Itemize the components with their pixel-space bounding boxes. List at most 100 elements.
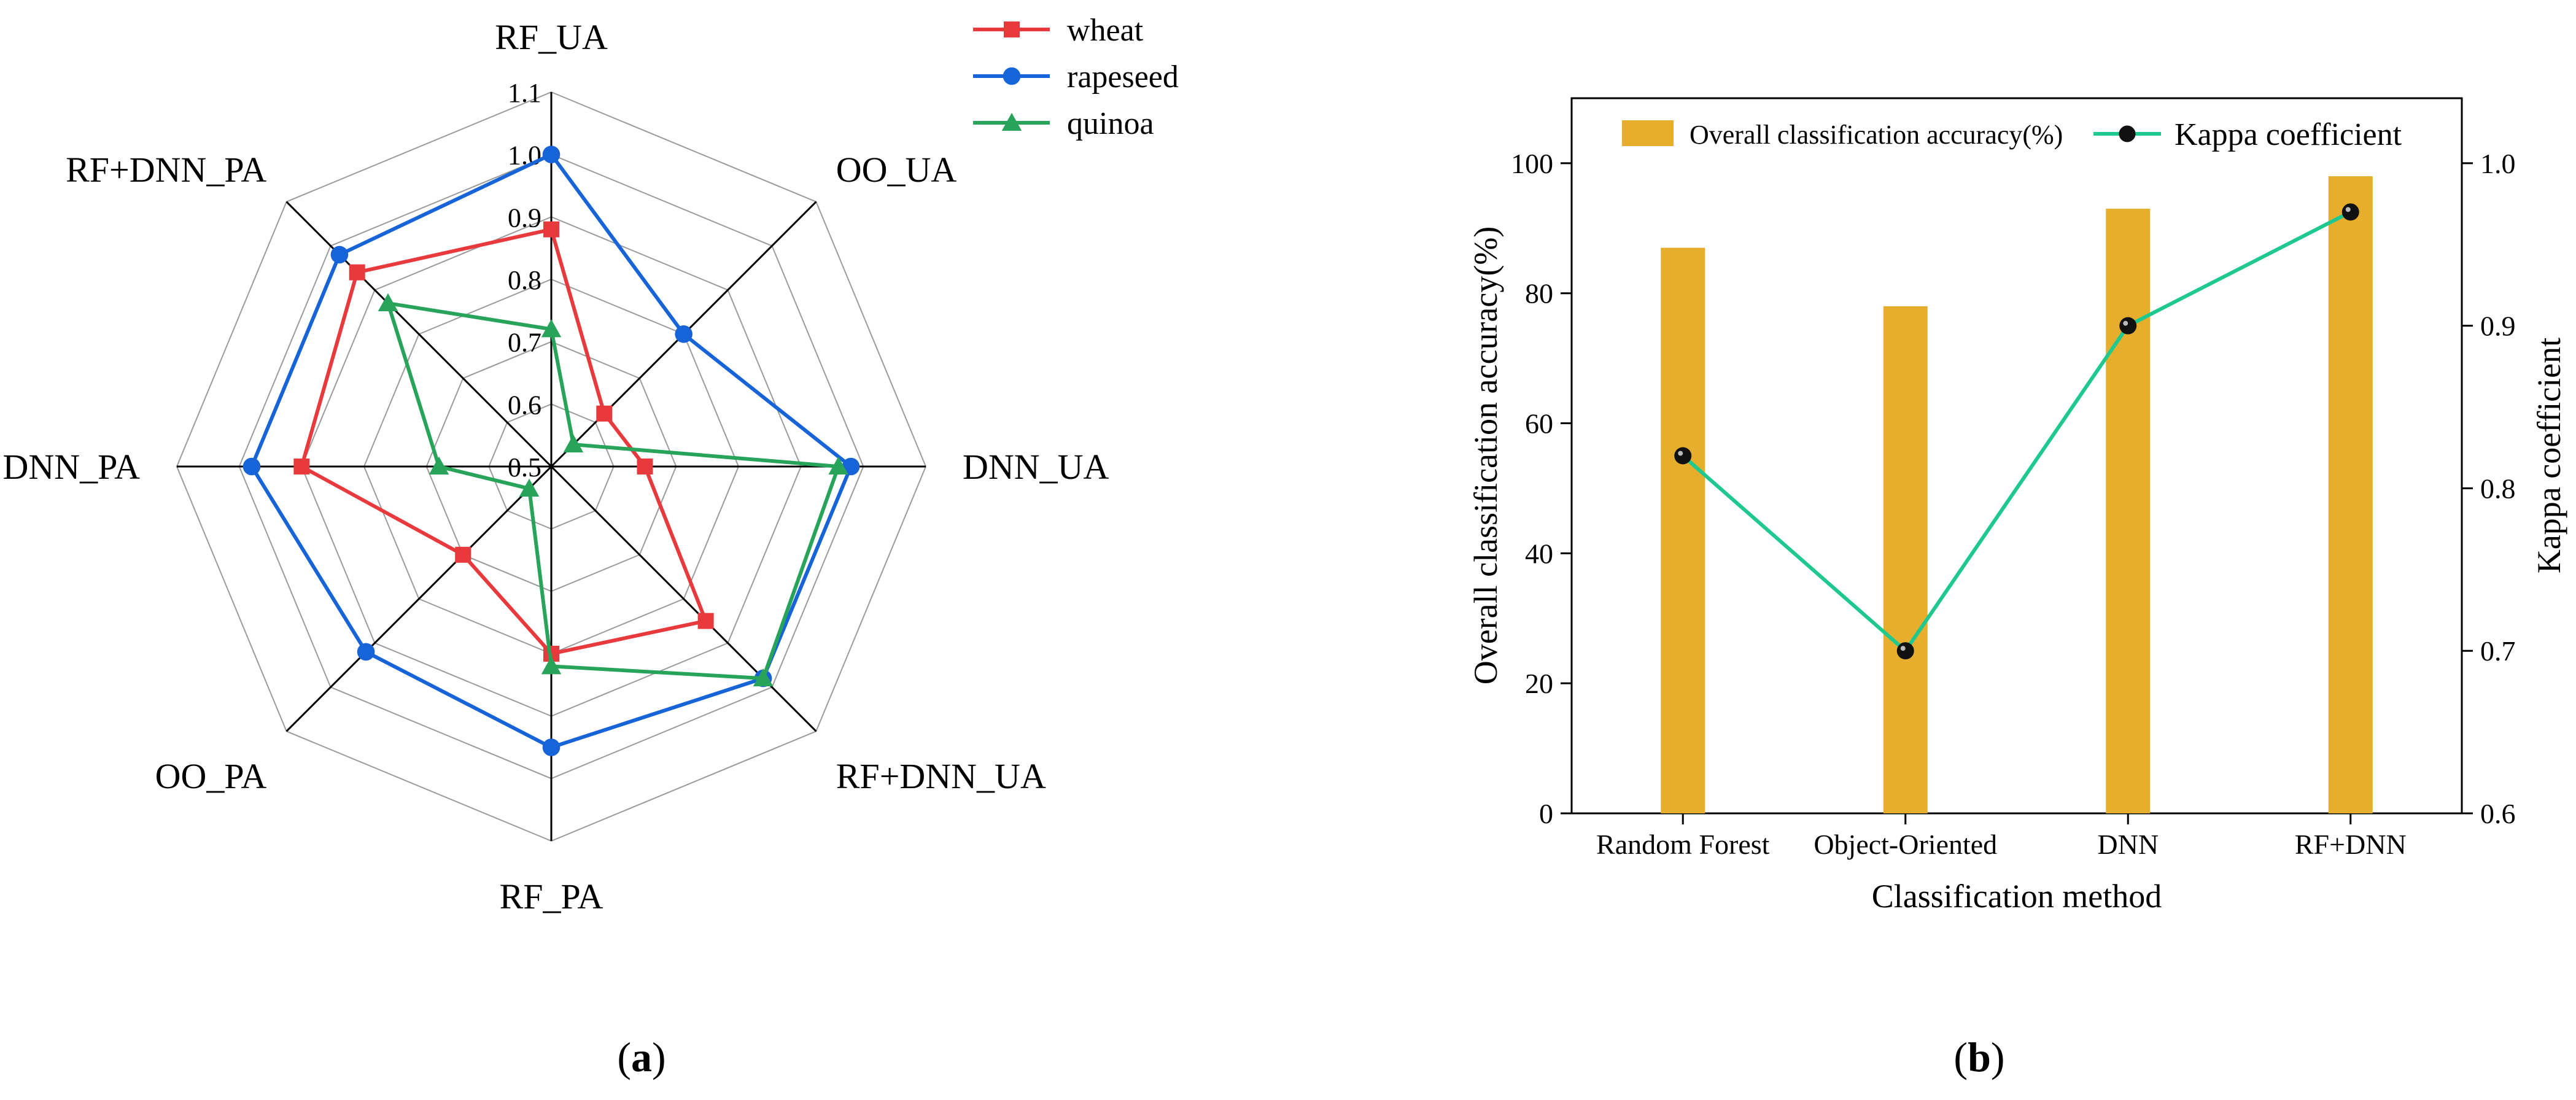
kappa-point-dnn — [2119, 317, 2137, 335]
radar-spoke-rf-dnn-ua — [550, 465, 817, 732]
radar-point-quinoa-rf-ua — [541, 319, 562, 338]
kappa-point-highlight — [2345, 207, 2351, 212]
radar-line-quinoa — [385, 301, 841, 681]
x-tick-label-rf-dnn: RF+DNN — [2295, 829, 2407, 860]
legend-marker-kappa — [2119, 125, 2136, 142]
radar-point-wheat-dnn-ua — [637, 459, 653, 474]
radar-point-wheat-rf-ua — [543, 221, 559, 238]
panel-b-letter: b — [1968, 1034, 1991, 1080]
radar-legend: wheat rapeseed quinoa — [973, 13, 1179, 141]
radar-tick-labels: 0.50.60.70.80.91.01.1 — [508, 78, 541, 482]
radar-series — [242, 145, 860, 756]
x-tick-label-dnn: DNN — [2097, 829, 2159, 860]
left-axis-title: Overall classification accuracy(%) — [1467, 227, 1504, 685]
radar-point-quinoa-dnn-pa — [429, 456, 449, 474]
panel-a-letter: a — [631, 1034, 652, 1080]
plot-frame — [1570, 97, 2463, 815]
radar-axis-label-oo-ua: OO_UA — [836, 150, 957, 190]
legend-marker-rapeseed — [1003, 67, 1021, 85]
radar-axis-label-dnn-pa: DNN_PA — [3, 447, 141, 487]
accuracy-bars — [1661, 176, 2373, 814]
right-tick-label: 1.0 — [2480, 148, 2516, 179]
panel-b-open: ( — [1953, 1034, 1968, 1080]
radar-point-rapeseed-oo-pa — [357, 643, 375, 661]
radar-spoke-rf-dnn-pa — [285, 201, 553, 468]
x-axis-title: Classification method — [1872, 878, 2162, 915]
right-axis-title: Kappa coefficient — [2531, 338, 2567, 573]
radar-point-quinoa-rf-dnn-ua — [753, 668, 774, 687]
radar-point-quinoa-rf-dnn-pa — [378, 293, 398, 312]
radar-point-quinoa-rf-pa — [541, 656, 562, 675]
kappa-point-object-oriented — [1896, 642, 1914, 660]
left-axis-ticks: 0 20 40 60 80 100 — [1511, 148, 1572, 829]
right-tick-label: 0.9 — [2480, 311, 2516, 342]
legend-label-quinoa: quinoa — [1067, 106, 1154, 141]
radar-axis-labels: RF_UA OO_UA DNN_UA RF+DNN_UA RF_PA OO_PA DNN_P… — [3, 17, 1109, 916]
bar-rf-dnn — [2328, 176, 2373, 813]
radar-line-wheat — [299, 227, 708, 656]
left-tick-label: 20 — [1525, 668, 1553, 699]
bar-line-chart: 0 20 40 60 80 100 0.6 0.7 0.8 0.9 1.0 Random Fore… — [1467, 97, 2567, 915]
legend-label-accuracy: Overall classification accuracy(%) — [1690, 120, 2063, 150]
radar-point-wheat-oo-ua — [596, 405, 613, 422]
radar-axis-label-oo-pa: OO_PA — [155, 756, 267, 796]
left-tick-label: 60 — [1525, 408, 1553, 440]
legend-swatch-accuracy — [1622, 120, 1674, 146]
radar-tick-label: 0.5 — [508, 452, 541, 482]
radar-series-quinoa — [378, 293, 848, 687]
radar-spokes — [177, 92, 926, 841]
radar-point-rapeseed-rf-dnn-pa — [330, 246, 349, 264]
x-axis-ticks: Random Forest Object-Oriented DNN RF+DNN — [1596, 813, 2407, 860]
radar-tick-label: 0.7 — [508, 328, 541, 358]
radar-point-wheat-dnn-pa — [293, 459, 310, 474]
radar-point-rapeseed-dnn-pa — [242, 457, 261, 476]
radar-point-quinoa-oo-pa — [519, 478, 540, 497]
radar-spoke-oo-pa — [285, 465, 553, 732]
x-tick-label-random-forest: Random Forest — [1596, 829, 1770, 860]
x-tick-label-object-oriented: Object-Oriented — [1814, 829, 1997, 860]
panel-b-close: ) — [1991, 1034, 2005, 1080]
kappa-point-random-forest — [1674, 447, 1692, 465]
radar-point-rapeseed-dnn-ua — [842, 457, 860, 476]
radar-point-quinoa-oo-ua — [563, 434, 584, 453]
bar-object-oriented — [1883, 306, 1928, 814]
radar-chart: 0.50.60.70.80.91.01.1 RF_UAOO_UADNN_UARF… — [3, 13, 1179, 916]
legend-label-wheat: wheat — [1067, 13, 1144, 48]
left-tick-label: 100 — [1511, 148, 1553, 179]
panel-a-close: ) — [652, 1034, 666, 1080]
right-axis-ticks: 0.6 0.7 0.8 0.9 1.0 — [2462, 148, 2516, 829]
radar-tick-label: 0.8 — [508, 265, 541, 295]
right-tick-label: 0.7 — [2480, 635, 2516, 667]
radar-axis-label-rf-ua: RF_UA — [495, 17, 608, 57]
right-tick-label: 0.6 — [2480, 798, 2516, 829]
radar-point-wheat-rf-dnn-pa — [349, 264, 365, 281]
left-tick-label: 0 — [1539, 798, 1553, 829]
radar-axis-label-rf-dnn-pa: RF+DNN_PA — [66, 150, 266, 190]
legend-label-rapeseed: rapeseed — [1067, 60, 1179, 95]
kappa-point-highlight — [2123, 320, 2128, 326]
kappa-point-highlight — [1900, 646, 1906, 651]
radar-point-wheat-rf-dnn-ua — [697, 613, 714, 629]
radar-point-rapeseed-rf-pa — [542, 738, 561, 756]
left-tick-label: 80 — [1525, 278, 1553, 309]
panel-label-b: (b) — [1953, 1034, 2004, 1080]
legend-marker-wheat — [1004, 21, 1020, 37]
radar-tick-label: 0.9 — [508, 203, 541, 233]
radar-axis-label-rf-pa: RF_PA — [500, 877, 603, 916]
radar-point-quinoa-dnn-ua — [828, 456, 848, 474]
kappa-point-rf-dnn — [2341, 203, 2359, 221]
bar-legend: Overall classification accuracy(%) Kappa… — [1622, 117, 2402, 152]
radar-point-rapeseed-oo-ua — [675, 325, 692, 343]
panel-label-a: (a) — [617, 1034, 665, 1080]
bar-random-forest — [1661, 247, 1705, 813]
kappa-line — [1674, 203, 2359, 660]
bar-dnn — [2106, 209, 2151, 814]
legend-label-kappa: Kappa coefficient — [2174, 117, 2402, 152]
kappa-polyline — [1682, 210, 2352, 654]
right-tick-label: 0.8 — [2480, 473, 2516, 504]
radar-tick-label: 0.6 — [508, 390, 541, 420]
panel-a-open: ( — [617, 1034, 631, 1080]
kappa-point-highlight — [1678, 451, 1683, 456]
radar-tick-label: 1.1 — [508, 78, 541, 108]
